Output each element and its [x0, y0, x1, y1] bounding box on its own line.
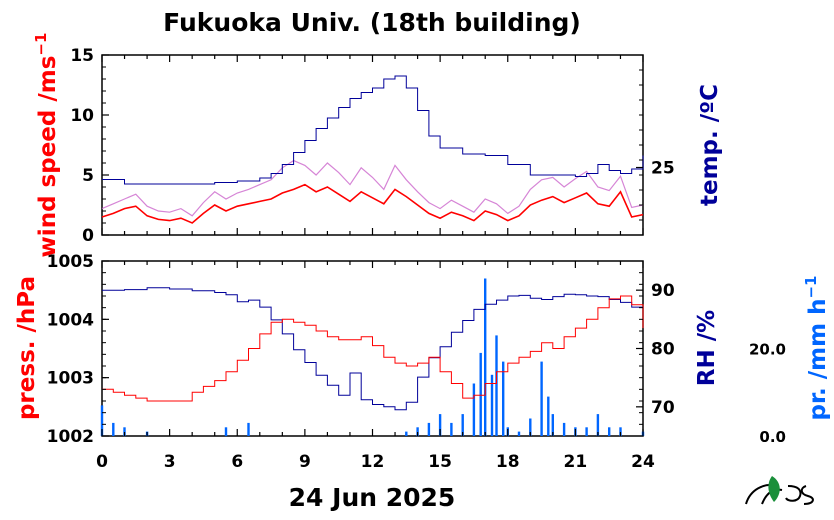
- precip-bar: [438, 414, 442, 436]
- top-panel-frame: [101, 54, 644, 236]
- precip-bar: [551, 414, 554, 436]
- precip-bar: [247, 422, 250, 436]
- top-panel: 0 5 10 15 25 wind speed /ms−1 temp. /ºC: [32, 33, 723, 258]
- chart-title: Fukuoka Univ. (18th building): [163, 8, 581, 37]
- bottom-x-ticks: [101, 261, 644, 436]
- precip-bar: [547, 396, 550, 436]
- relative-humidity-line: [102, 287, 644, 411]
- x-tick-label: 12: [361, 452, 385, 472]
- relative-humidity-series: [102, 287, 644, 411]
- wind-speed-raw-series: [101, 159, 644, 217]
- precip-bar: [495, 335, 498, 436]
- precip-bar: [427, 422, 431, 436]
- x-tick-label: 6: [231, 452, 243, 472]
- bottom-panel: 0 3 6 9 12 15 18 21 24 1002 1003 1004 1005 70 80 90 0…: [14, 252, 831, 472]
- y-tick-label: 1004: [47, 310, 94, 330]
- y-tick-label: 15: [70, 46, 94, 66]
- pressure-axis-label: press. /hPa: [14, 276, 40, 420]
- precip-bar: [416, 427, 419, 437]
- precip-bar: [585, 427, 588, 437]
- precip-axis-label: pr. /mm h−1: [802, 275, 831, 420]
- precip-bar: [479, 352, 482, 436]
- temperature-ticks: 25: [636, 54, 675, 236]
- y-tick-label: 70: [651, 398, 675, 418]
- wind-speed-raw-line: [101, 159, 644, 217]
- date-label: 24 Jun 2025: [289, 483, 456, 512]
- precip-bar: [596, 414, 600, 436]
- y-tick-label: 20.0: [749, 341, 786, 359]
- x-tick-label: 0: [96, 452, 108, 472]
- top-x-ticks: [101, 55, 644, 235]
- precip-bar: [619, 427, 622, 437]
- wind-speed-mean-line: [101, 183, 644, 224]
- pressure-line: [102, 295, 644, 402]
- precip-bar: [540, 361, 543, 436]
- university-logo: [745, 476, 814, 505]
- precip-bar: [461, 414, 464, 436]
- y-tick-label: 5: [82, 166, 94, 186]
- temperature-axis-label: temp. /ºC: [697, 84, 723, 206]
- x-tick-labels: 0 3 6 9 12 15 18 21 24: [96, 452, 655, 472]
- y-tick-label: 10: [70, 106, 94, 126]
- y-tick-label: 25: [651, 159, 675, 179]
- x-tick-label: 3: [164, 452, 176, 472]
- precip-bar: [405, 431, 408, 436]
- precip-bar: [562, 422, 566, 436]
- x-tick-label: 21: [564, 452, 588, 472]
- x-tick-label: 15: [428, 452, 452, 472]
- y-tick-label: 1003: [47, 369, 94, 389]
- precip-bar: [529, 418, 532, 436]
- wind-speed-axis-label: wind speed /ms−1: [32, 33, 61, 258]
- precip-bar: [450, 422, 453, 436]
- precip-bar: [224, 427, 228, 437]
- y-tick-label: 0: [82, 226, 94, 246]
- y-tick-label: 1002: [47, 427, 94, 447]
- temperature-series: [102, 75, 644, 185]
- x-tick-label: 9: [299, 452, 311, 472]
- precip-bar: [517, 431, 521, 436]
- pressure-series: [102, 295, 644, 402]
- precip-bar: [123, 427, 126, 437]
- y-tick-label: 1005: [47, 252, 94, 272]
- temperature-line: [102, 75, 644, 185]
- x-tick-label: 18: [496, 452, 520, 472]
- precip-bar: [490, 374, 494, 437]
- precip-bar: [472, 383, 476, 436]
- wind-speed-ticks: 0 5 10 15: [70, 46, 109, 246]
- precipitation-series: [100, 278, 645, 437]
- rh-axis-label: RH /%: [694, 310, 720, 386]
- x-tick-label: 24: [631, 452, 655, 472]
- y-tick-label: 0.0: [759, 428, 786, 446]
- wind-speed-mean-series: [101, 183, 644, 224]
- pressure-ticks: 1002 1003 1004 1005: [47, 252, 109, 447]
- precip-bar: [112, 422, 115, 436]
- precip-ticks: 0.0 20.0: [749, 341, 786, 447]
- precip-bar: [502, 361, 505, 436]
- y-tick-label: 80: [651, 340, 675, 360]
- precip-bar: [608, 427, 611, 437]
- rh-ticks: 70 80 90: [636, 260, 675, 437]
- y-tick-label: 90: [651, 281, 675, 301]
- precip-bar: [484, 278, 487, 436]
- precip-bar: [100, 405, 104, 436]
